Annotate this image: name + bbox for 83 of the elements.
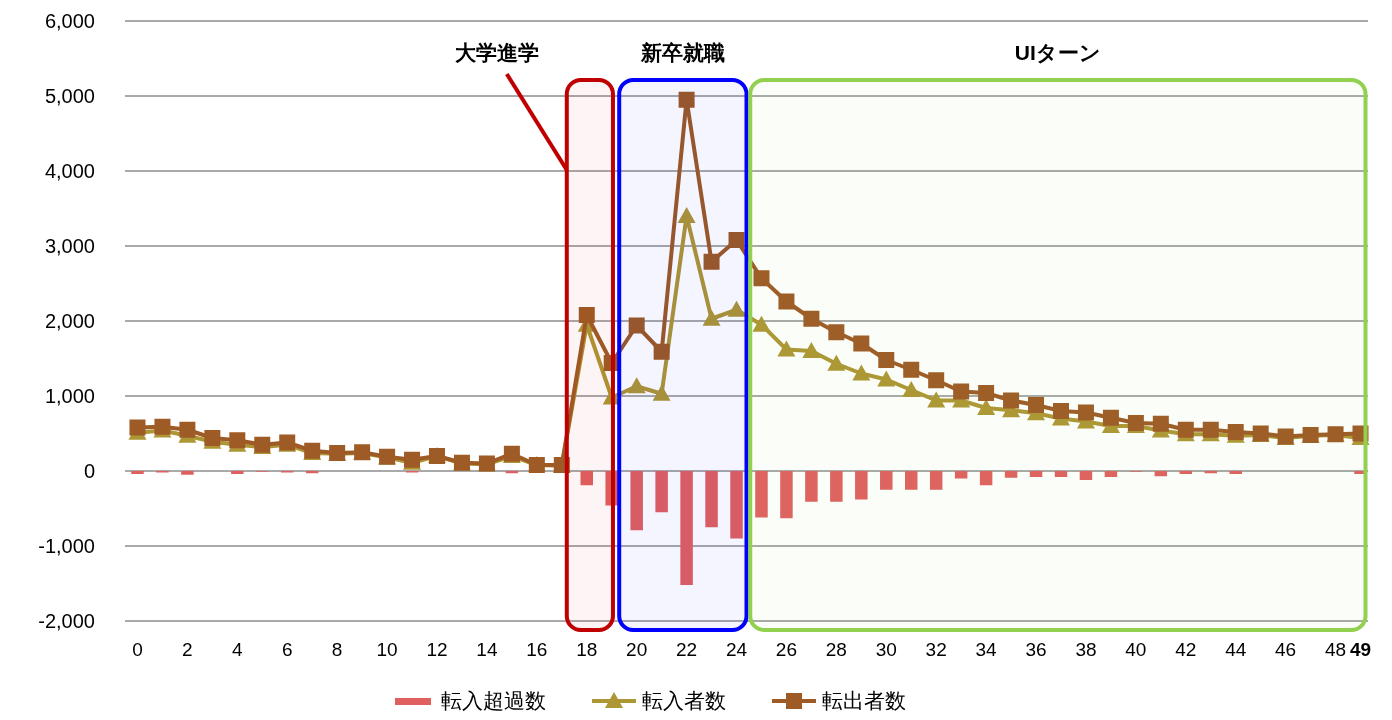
point [1177, 421, 1194, 438]
x-tick-label: 10 [376, 639, 398, 660]
y-tick-label: 1,000 [44, 385, 95, 407]
x-tick-label: 4 [232, 639, 244, 660]
x-tick-label: 26 [775, 639, 798, 660]
point [703, 253, 720, 270]
x-tick-label: 28 [825, 639, 847, 660]
point [603, 355, 620, 371]
point [853, 335, 870, 352]
x-tick-label: 6 [281, 639, 293, 660]
x-tick-label: 48 [1324, 639, 1347, 660]
y-tick-label: 3,000 [44, 235, 95, 257]
x-tick-label: 46 [1275, 639, 1297, 660]
x-tick-label: 44 [1225, 639, 1247, 660]
point [1152, 415, 1169, 432]
point [727, 300, 746, 317]
x-tick-label: 2 [182, 639, 193, 660]
x-tick-label: 14 [476, 639, 498, 660]
point [653, 343, 670, 360]
x-tick-label: 32 [925, 639, 947, 660]
point [878, 352, 895, 368]
point [1003, 392, 1020, 409]
point [877, 370, 896, 387]
x-tick-label: 36 [1025, 639, 1047, 660]
point [578, 307, 595, 323]
point [902, 381, 921, 397]
point [678, 91, 695, 108]
point [1202, 421, 1219, 438]
y-tick-label: 2,000 [44, 310, 95, 332]
x-tick-label: 18 [576, 639, 598, 660]
x-tick-label: 40 [1125, 639, 1147, 660]
point [753, 270, 770, 287]
x-tick-label: 49 [1349, 639, 1372, 660]
x-tick-label: 42 [1175, 639, 1197, 660]
point [702, 309, 721, 326]
y-tick-label: 5,000 [44, 85, 95, 107]
band-label: UIターン [1014, 41, 1101, 64]
point [1352, 425, 1369, 442]
point [778, 293, 795, 310]
legend-label: 転入超過数 [441, 689, 546, 712]
x-tick-label: 34 [975, 639, 998, 660]
point [728, 232, 745, 248]
point [652, 384, 671, 401]
point [928, 372, 945, 389]
x-tick-label: 8 [331, 639, 343, 660]
point [852, 364, 871, 381]
y-tick-label: -2,000 [38, 610, 95, 632]
x-tick-label: 12 [426, 639, 448, 660]
point [129, 419, 146, 436]
y-tick-label: 0 [83, 460, 95, 482]
point [777, 340, 796, 357]
point [179, 421, 196, 438]
x-tick-label: 22 [676, 639, 698, 660]
band-label: 大学進学 [454, 41, 539, 64]
point [828, 324, 845, 341]
y-tick-label: 4,000 [44, 160, 95, 182]
point [903, 361, 920, 378]
point [627, 377, 646, 394]
x-tick-label: 24 [725, 639, 748, 660]
point [927, 391, 946, 408]
x-tick-label: 38 [1075, 639, 1097, 660]
x-tick-label: 16 [526, 639, 548, 660]
point [1028, 397, 1045, 413]
y-tick-label: -1,000 [38, 535, 95, 557]
x-tick-label: 20 [626, 639, 648, 660]
band-label: 新卒就職 [639, 41, 725, 64]
point [827, 354, 846, 371]
y-tick-label: 6,000 [44, 10, 95, 32]
point [752, 315, 771, 332]
legend-label: 転入者数 [642, 689, 726, 712]
point [953, 383, 970, 400]
x-tick-label: 30 [875, 639, 897, 660]
legend-label: 転出者数 [822, 689, 906, 712]
x-tick-label: 0 [132, 639, 143, 660]
point [1052, 403, 1069, 419]
point [1102, 409, 1119, 426]
point [803, 310, 820, 327]
point [628, 317, 645, 334]
point [802, 342, 821, 358]
point [978, 385, 995, 401]
point [977, 399, 996, 415]
point [1077, 404, 1094, 421]
point [677, 207, 696, 223]
